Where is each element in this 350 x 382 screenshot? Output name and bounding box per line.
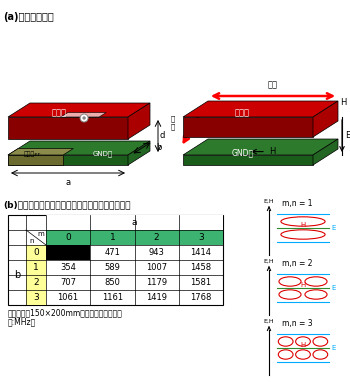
Polygon shape	[183, 155, 313, 165]
Text: H: H	[300, 282, 306, 288]
Text: 589: 589	[104, 263, 120, 272]
Bar	[134, 230, 179, 245]
Text: 共振: 共振	[268, 80, 278, 89]
Circle shape	[83, 117, 85, 119]
Bar	[26, 260, 46, 275]
Polygon shape	[183, 101, 338, 117]
Polygon shape	[313, 139, 338, 165]
Text: 1581: 1581	[190, 278, 211, 287]
Polygon shape	[128, 141, 150, 165]
Polygon shape	[8, 141, 150, 155]
Text: m,n = 1: m,n = 1	[282, 199, 313, 208]
Text: m: m	[37, 231, 44, 237]
Text: 平行平板（150×200mm）的共振頻率表（單: 平行平板（150×200mm）的共振頻率表（單	[8, 308, 123, 317]
Text: 943: 943	[149, 248, 164, 257]
Polygon shape	[8, 103, 150, 117]
Text: 1419: 1419	[146, 293, 167, 302]
Bar	[90, 230, 134, 245]
Text: E: E	[331, 345, 335, 351]
Text: E,H: E,H	[264, 259, 274, 264]
Polygon shape	[8, 117, 128, 139]
Text: 850: 850	[104, 278, 120, 287]
Text: 1: 1	[33, 263, 39, 272]
Text: GND層: GND層	[92, 151, 112, 157]
Text: 3: 3	[33, 293, 39, 302]
Text: H: H	[300, 222, 306, 228]
Text: 1161: 1161	[102, 293, 123, 302]
Polygon shape	[8, 155, 128, 165]
Polygon shape	[8, 149, 73, 155]
Text: b: b	[156, 144, 161, 152]
Text: b: b	[14, 270, 20, 280]
Text: (b)平行平板模式的共振頻率與電場磁場的動作特性: (b)平行平板模式的共振頻率與電場磁場的動作特性	[3, 200, 131, 209]
Polygon shape	[183, 117, 313, 137]
Text: E,H: E,H	[264, 319, 274, 324]
Bar	[46, 245, 90, 260]
Text: 1061: 1061	[57, 293, 79, 302]
Text: E: E	[331, 285, 335, 291]
Text: E: E	[345, 131, 350, 141]
Polygon shape	[128, 103, 150, 139]
Bar	[26, 290, 46, 305]
Text: H: H	[269, 147, 275, 156]
Text: E,H: E,H	[264, 199, 274, 204]
Text: m,n = 2: m,n = 2	[282, 259, 313, 268]
Text: (a)平板共振模式: (a)平板共振模式	[3, 12, 54, 22]
Text: 2: 2	[154, 233, 160, 242]
Text: 共
振: 共 振	[171, 116, 175, 130]
Bar	[46, 230, 90, 245]
Text: H: H	[300, 342, 306, 348]
Text: m,n = 3: m,n = 3	[282, 319, 313, 328]
Text: E: E	[331, 225, 335, 231]
Bar	[179, 230, 223, 245]
Bar	[26, 275, 46, 290]
Text: 471: 471	[104, 248, 120, 257]
Text: 誘電体εr: 誘電体εr	[24, 152, 41, 157]
Text: 0: 0	[65, 233, 71, 242]
Text: 電源層: 電源層	[51, 109, 66, 118]
Bar	[46, 215, 223, 230]
Text: a: a	[65, 178, 71, 187]
Text: 1768: 1768	[190, 293, 211, 302]
Circle shape	[80, 114, 88, 122]
Text: 位:MHz）: 位:MHz）	[8, 317, 36, 326]
Text: 1414: 1414	[190, 248, 211, 257]
Text: GND層: GND層	[231, 149, 253, 158]
Text: 354: 354	[60, 263, 76, 272]
Text: 707: 707	[60, 278, 76, 287]
Text: 1: 1	[110, 233, 115, 242]
Text: 2: 2	[33, 278, 39, 287]
Text: 1458: 1458	[190, 263, 211, 272]
Text: n: n	[29, 238, 34, 244]
Polygon shape	[183, 139, 338, 155]
Bar	[26, 230, 46, 245]
Text: d: d	[160, 131, 165, 141]
Text: a: a	[132, 218, 137, 227]
Polygon shape	[313, 101, 338, 137]
Text: 3: 3	[198, 233, 204, 242]
Polygon shape	[61, 113, 106, 117]
Text: H: H	[341, 98, 347, 107]
Bar	[26, 245, 46, 260]
Text: 1007: 1007	[146, 263, 167, 272]
Bar	[8, 215, 223, 305]
Text: 1179: 1179	[146, 278, 167, 287]
Text: 電源層: 電源層	[235, 108, 250, 118]
Text: 0: 0	[33, 248, 39, 257]
Polygon shape	[8, 155, 63, 165]
